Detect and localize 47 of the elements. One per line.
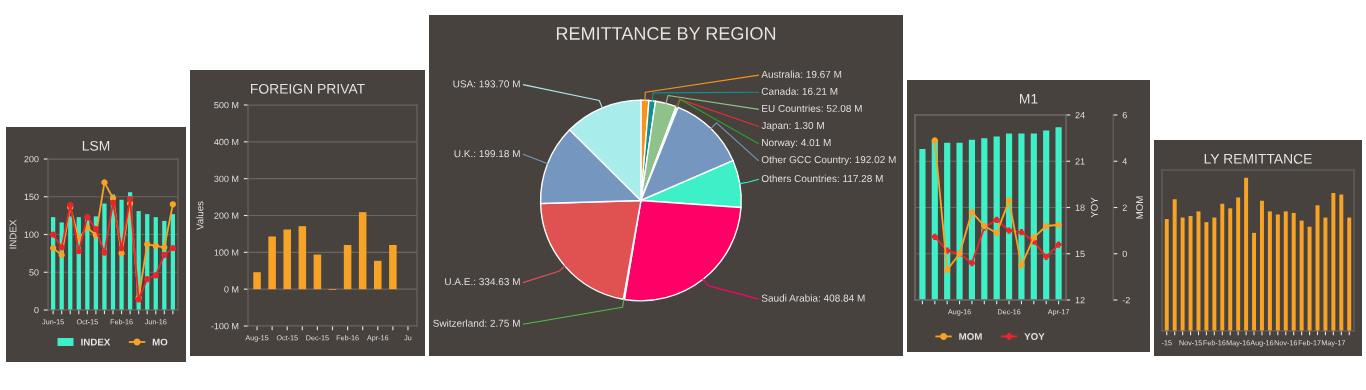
y3-tick-label: 2	[1122, 204, 1127, 211]
chart-title: LSM	[82, 140, 110, 151]
y3-tick-label: 0	[1122, 250, 1127, 258]
chart-title: FOREIGN PRIVAT	[251, 83, 365, 94]
y3-axis-title: MOM	[1136, 196, 1143, 219]
legend-label: MO	[152, 338, 168, 346]
y2-tick-label: 24	[1075, 111, 1085, 119]
y2-tick-label: 18	[1075, 204, 1085, 211]
y-tick-label: 400 M	[214, 138, 239, 146]
y-tick-label: 500 M	[214, 101, 239, 109]
y3-tick-label: 4	[1122, 158, 1128, 165]
chart-title: REMITTANCE BY REGION	[556, 27, 776, 40]
slice-label: EU Countries: 52.08 M	[762, 104, 862, 112]
y2-axis-title: YOY	[1090, 197, 1098, 218]
y2-tick-label: 15	[1075, 250, 1085, 258]
y2-tick-label: 21	[1075, 158, 1085, 165]
slice-label: Canada: 16.21 M	[761, 87, 838, 95]
slice-label: U.A.E.: 334.63 M	[445, 278, 520, 286]
y-tick-label: 150	[24, 193, 39, 201]
y-tick-label: 300 M	[214, 175, 239, 183]
y-tick-label: 0	[34, 306, 39, 314]
y3-tick-label: 6	[1122, 111, 1127, 119]
y3-tick-label: -2	[1122, 296, 1130, 304]
y-tick-label: -100 M	[211, 322, 239, 330]
y-tick-label: 100	[24, 231, 39, 238]
slice-label: Norway: 4.01 M	[762, 139, 831, 149]
slice-label: USA: 193.70 M	[453, 80, 520, 88]
legend-label: YOY	[1024, 333, 1045, 340]
y-tick-label: 0 M	[224, 286, 239, 293]
slice-label: Other GCC Country: 192.02 M	[761, 155, 896, 166]
y-tick-label: 200 M	[214, 212, 239, 219]
slice-label: Others Countries: 117.28 M	[761, 174, 883, 183]
y-tick-label: 200	[24, 155, 39, 163]
y-tick-label: 100 M	[214, 249, 239, 256]
legend-label: MOM	[959, 333, 982, 340]
slice-label: Saudi Arabia: 408.84 M	[761, 294, 865, 302]
y-tick-label: 50	[29, 269, 39, 276]
legend-label: INDEX	[81, 338, 111, 346]
y2-tick-label: 12	[1075, 296, 1085, 304]
y-axis-title: Values	[196, 201, 204, 230]
chart-title: M1	[1019, 94, 1038, 104]
y-axis-title: INDEX	[9, 219, 17, 249]
chart-title: LY REMITTANCE	[1204, 153, 1312, 164]
slice-label: Switzerland: 2.75 M	[433, 319, 520, 327]
slice-label: U.K.: 199.18 M	[454, 150, 520, 158]
slice-label: Australia: 19.67 M	[761, 70, 842, 78]
slice-label: Japan: 1.30 M	[761, 121, 824, 132]
